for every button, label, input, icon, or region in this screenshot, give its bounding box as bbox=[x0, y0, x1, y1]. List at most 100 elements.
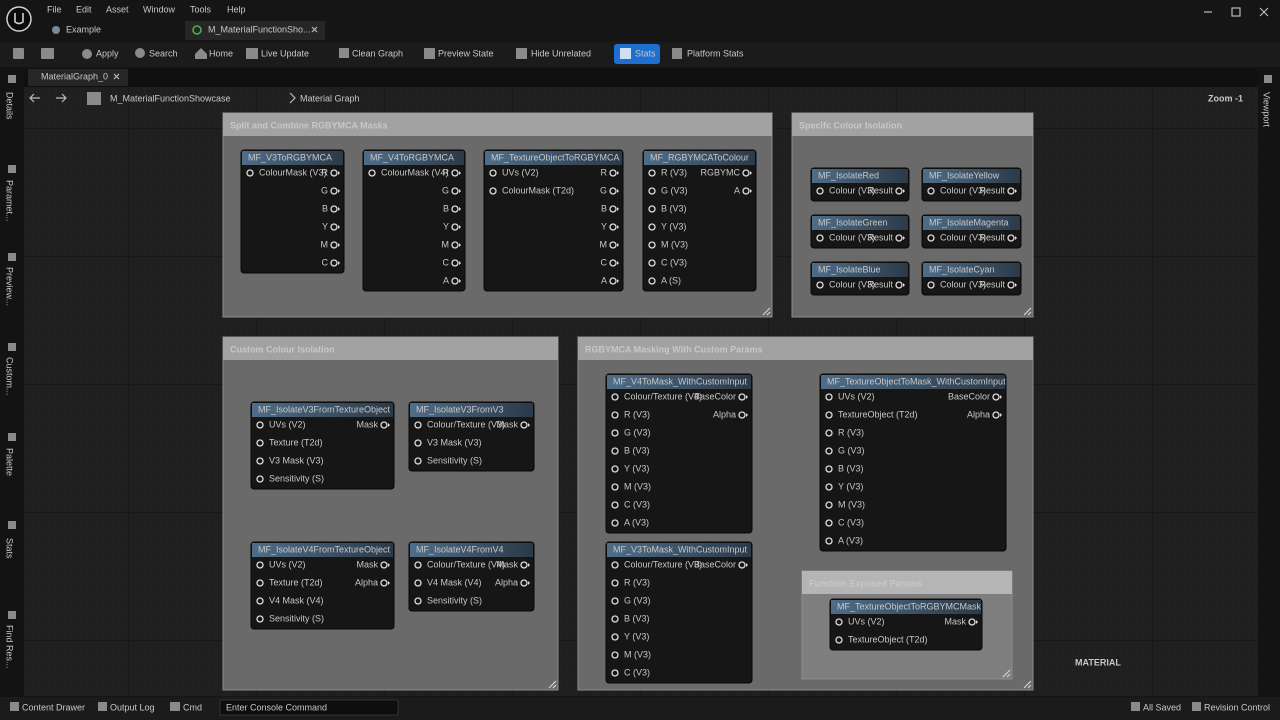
output-pin[interactable] bbox=[1007, 234, 1015, 242]
input-pin[interactable] bbox=[927, 234, 935, 242]
input-pin[interactable] bbox=[611, 465, 619, 473]
output-pin[interactable] bbox=[451, 205, 459, 213]
input-pin[interactable] bbox=[825, 393, 833, 401]
input-pin[interactable] bbox=[648, 223, 656, 231]
input-pin[interactable] bbox=[611, 483, 619, 491]
input-pin[interactable] bbox=[816, 187, 824, 195]
output-pin[interactable] bbox=[451, 223, 459, 231]
output-pin[interactable] bbox=[609, 223, 617, 231]
output-pin[interactable] bbox=[520, 579, 528, 587]
window-controls[interactable] bbox=[29, 7, 1269, 104]
input-pin[interactable] bbox=[825, 447, 833, 455]
input-pin[interactable] bbox=[825, 501, 833, 509]
tab-label[interactable]: Example bbox=[66, 24, 101, 34]
menu-item[interactable]: Tools bbox=[190, 4, 212, 14]
output-pin[interactable] bbox=[451, 169, 459, 177]
input-pin[interactable] bbox=[611, 597, 619, 605]
node[interactable] bbox=[362, 149, 466, 292]
input-pin[interactable] bbox=[816, 234, 824, 242]
output-pin[interactable] bbox=[451, 259, 459, 267]
output-pin[interactable] bbox=[451, 277, 459, 285]
output-pin[interactable] bbox=[380, 421, 388, 429]
input-pin[interactable] bbox=[414, 579, 422, 587]
output-pin[interactable] bbox=[380, 579, 388, 587]
input-pin[interactable] bbox=[611, 429, 619, 437]
output-pin[interactable] bbox=[609, 205, 617, 213]
output-pin[interactable] bbox=[609, 169, 617, 177]
input-pin[interactable] bbox=[648, 205, 656, 213]
input-pin[interactable] bbox=[611, 411, 619, 419]
input-pin[interactable] bbox=[256, 457, 264, 465]
input-pin[interactable] bbox=[246, 169, 254, 177]
input-pin[interactable] bbox=[648, 259, 656, 267]
input-pin[interactable] bbox=[648, 169, 656, 177]
output-pin[interactable] bbox=[520, 561, 528, 569]
side-panel-tab[interactable]: Palette bbox=[5, 448, 15, 476]
output-pin[interactable] bbox=[992, 411, 1000, 419]
input-pin[interactable] bbox=[256, 597, 264, 605]
input-pin[interactable] bbox=[825, 519, 833, 527]
tab-label[interactable]: M_MaterialFunctionSho... bbox=[208, 24, 311, 34]
toolbar-button[interactable]: Stats bbox=[635, 48, 656, 58]
input-pin[interactable] bbox=[825, 411, 833, 419]
toolbar-button[interactable]: Clean Graph bbox=[352, 48, 403, 58]
side-panel-tab[interactable]: Find Res... bbox=[5, 625, 15, 669]
input-pin[interactable] bbox=[927, 281, 935, 289]
output-pin[interactable] bbox=[330, 241, 338, 249]
node[interactable] bbox=[250, 541, 395, 630]
output-pin[interactable] bbox=[1007, 281, 1015, 289]
input-pin[interactable] bbox=[611, 669, 619, 677]
output-pin[interactable] bbox=[992, 393, 1000, 401]
input-pin[interactable] bbox=[256, 475, 264, 483]
node[interactable] bbox=[408, 541, 535, 612]
input-pin[interactable] bbox=[368, 169, 376, 177]
output-pin[interactable] bbox=[738, 411, 746, 419]
node[interactable] bbox=[250, 401, 395, 490]
output-pin[interactable] bbox=[738, 393, 746, 401]
breadcrumb[interactable]: M_MaterialFunctionShowcase bbox=[110, 93, 231, 103]
comment-box[interactable] bbox=[222, 336, 559, 691]
node[interactable] bbox=[240, 149, 345, 274]
output-pin[interactable] bbox=[609, 187, 617, 195]
input-pin[interactable] bbox=[611, 633, 619, 641]
output-pin[interactable] bbox=[451, 241, 459, 249]
input-pin[interactable] bbox=[256, 615, 264, 623]
toolbar-button[interactable]: Home bbox=[209, 48, 233, 58]
menu-item[interactable]: Window bbox=[143, 4, 176, 14]
toolbar-button[interactable]: Hide Unrelated bbox=[531, 48, 591, 58]
input-pin[interactable] bbox=[414, 457, 422, 465]
input-pin[interactable] bbox=[611, 651, 619, 659]
input-pin[interactable] bbox=[256, 421, 264, 429]
toolbar-button[interactable]: Preview State bbox=[438, 48, 494, 58]
console-input[interactable] bbox=[219, 699, 399, 716]
input-pin[interactable] bbox=[256, 439, 264, 447]
output-pin[interactable] bbox=[380, 561, 388, 569]
output-pin[interactable] bbox=[609, 259, 617, 267]
input-pin[interactable] bbox=[611, 519, 619, 527]
input-pin[interactable] bbox=[611, 501, 619, 509]
input-pin[interactable] bbox=[489, 187, 497, 195]
side-panel-tab[interactable]: Custom... bbox=[5, 357, 15, 396]
toolbar-button[interactable]: Live Update bbox=[261, 48, 309, 58]
input-pin[interactable] bbox=[825, 483, 833, 491]
input-pin[interactable] bbox=[825, 429, 833, 437]
input-pin[interactable] bbox=[648, 241, 656, 249]
input-pin[interactable] bbox=[256, 561, 264, 569]
status-item[interactable]: Output Log bbox=[110, 702, 155, 712]
node[interactable] bbox=[483, 149, 624, 292]
output-pin[interactable] bbox=[742, 169, 750, 177]
input-pin[interactable] bbox=[611, 447, 619, 455]
input-pin[interactable] bbox=[835, 618, 843, 626]
toolbar-button[interactable]: Apply bbox=[96, 48, 119, 58]
menu-item[interactable]: Asset bbox=[106, 4, 129, 14]
output-pin[interactable] bbox=[330, 187, 338, 195]
menu-item[interactable]: Help bbox=[227, 4, 246, 14]
output-pin[interactable] bbox=[451, 187, 459, 195]
input-pin[interactable] bbox=[927, 187, 935, 195]
input-pin[interactable] bbox=[489, 169, 497, 177]
toolbar-button[interactable]: Platform Stats bbox=[687, 48, 744, 58]
menu-item[interactable]: Edit bbox=[76, 4, 92, 14]
menu-item[interactable]: File bbox=[47, 4, 62, 14]
node[interactable] bbox=[642, 149, 757, 292]
input-pin[interactable] bbox=[835, 636, 843, 644]
